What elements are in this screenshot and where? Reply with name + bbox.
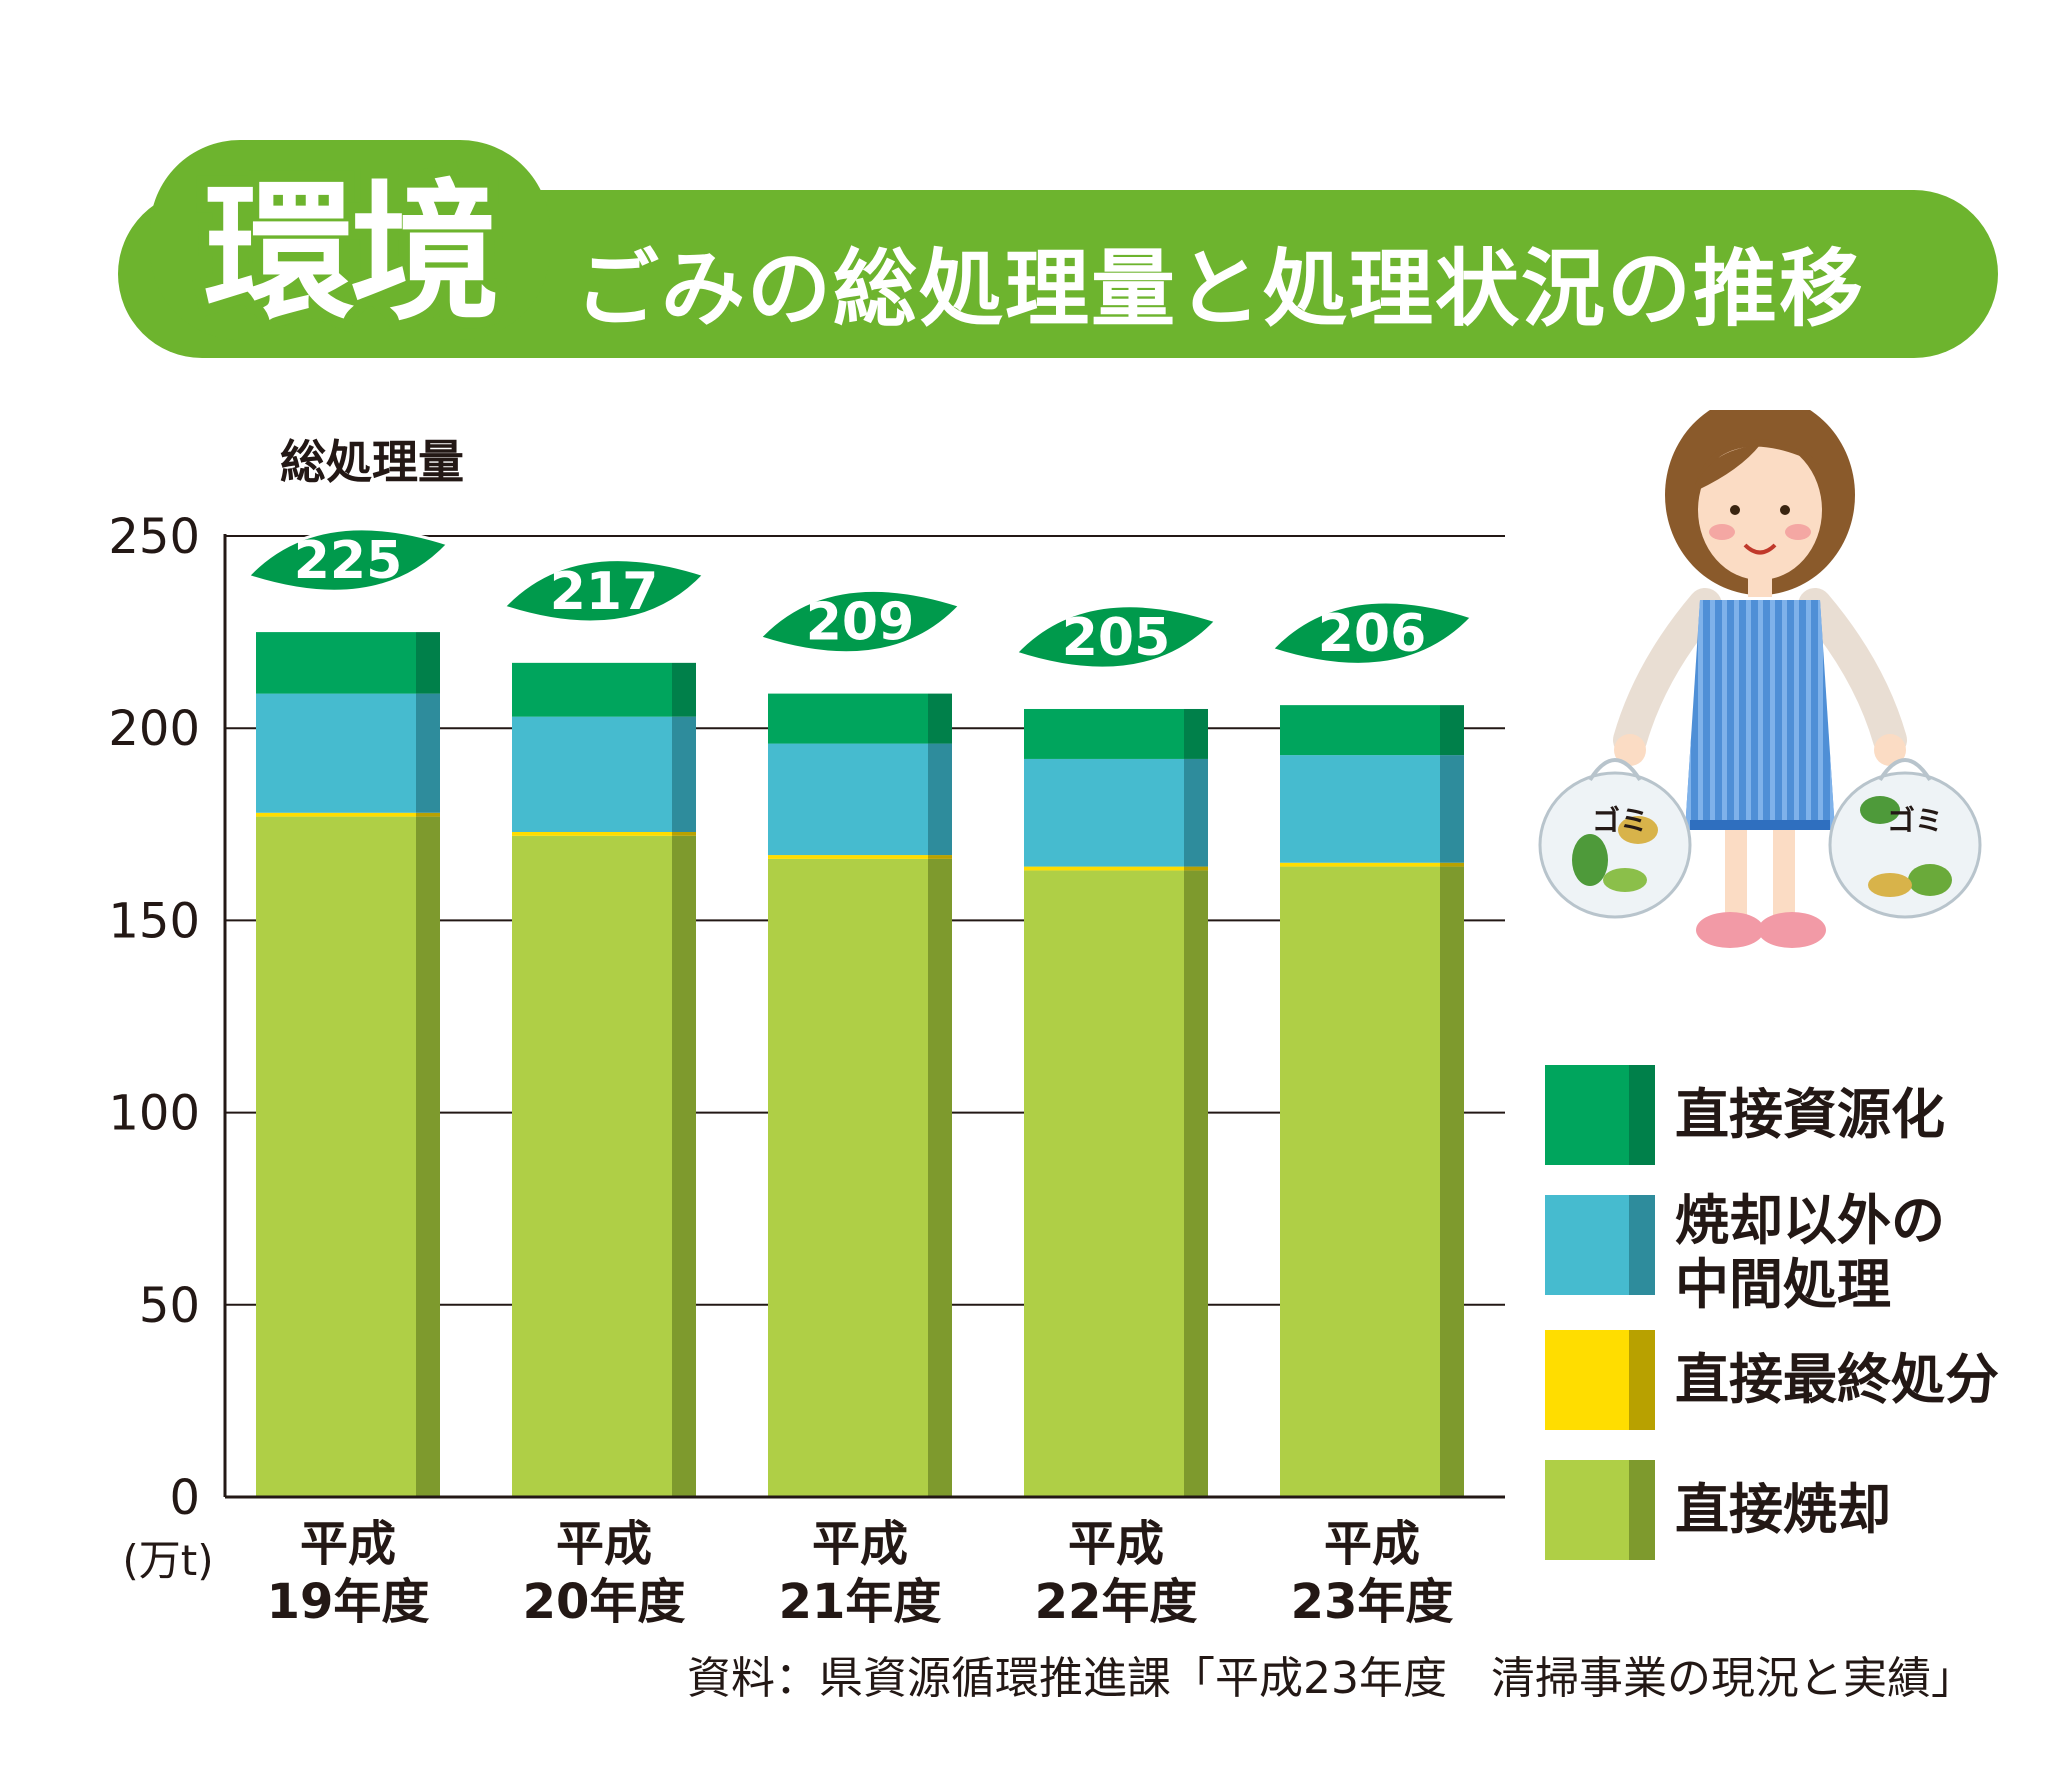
bar-segment — [1024, 870, 1184, 1497]
bar-segment — [512, 662, 672, 717]
x-tick-label: 22年度 — [1035, 1574, 1198, 1630]
y-tick-label: 100 — [108, 1086, 200, 1142]
legend-label: 直接最終処分 — [1675, 1348, 1999, 1411]
y-tick-label: 50 — [139, 1278, 200, 1334]
legend-swatch — [1545, 1330, 1655, 1430]
total-value-label: 217 — [550, 562, 659, 622]
bar-segment-shade — [672, 831, 696, 836]
legend-label: 直接焼却 — [1675, 1478, 1891, 1541]
axes — [223, 534, 1505, 1499]
bar-segment-shade — [416, 812, 440, 817]
x-tick-label: 平成 — [812, 1516, 908, 1572]
bar-segment-shade — [1184, 870, 1208, 1497]
bar-segment — [1024, 708, 1184, 759]
source-note: 資料：県資源循環推進課「平成23年度 清掃事業の現況と実績」 — [687, 1653, 1975, 1704]
legend-label: 直接資源化 — [1675, 1083, 1945, 1146]
y-axis-title: 総処理量 — [280, 435, 464, 489]
y-tick-label: 0 — [169, 1470, 200, 1526]
total-value-label: 205 — [1062, 608, 1171, 668]
bar-segment-shade — [416, 693, 440, 813]
bar-segment — [768, 855, 928, 859]
legend-label: 焼却以外の 中間処理 — [1675, 1189, 1945, 1316]
bar-segment-shade — [1184, 708, 1208, 759]
bar-segment-shade — [672, 716, 696, 832]
x-tick-label: 平成 — [1068, 1516, 1164, 1572]
y-tick-label: 250 — [108, 509, 200, 565]
total-leaf — [245, 527, 451, 593]
total-value-label: 209 — [806, 593, 915, 653]
legend-swatch — [1545, 1195, 1655, 1295]
total-value-label: 206 — [1318, 604, 1427, 664]
bar-segment — [512, 835, 672, 1497]
left-bag-label: ゴミ — [1592, 804, 1648, 837]
bar-segment-shade — [1184, 866, 1208, 871]
total-value-label: 225 — [294, 531, 403, 591]
bar-segment — [1024, 758, 1184, 867]
woman-with-garbage-bags-illustration: ゴミ ゴミ — [1538, 410, 1982, 948]
category-badge: 環境 — [193, 156, 511, 352]
x-tick-label: 平成 — [556, 1516, 652, 1572]
bar-segment — [1024, 866, 1184, 871]
bar-segment-shade — [416, 816, 440, 1497]
badge-background — [150, 140, 550, 340]
bar-segment — [256, 816, 416, 1497]
x-tick-label: 平成 — [1324, 1516, 1420, 1572]
bar-segment-shade — [928, 858, 952, 1497]
y-tick-label: 200 — [108, 701, 200, 757]
bar-segment-shade — [928, 855, 952, 859]
bar-segment — [1280, 862, 1440, 867]
x-tick-label: 平成 — [300, 1516, 396, 1572]
x-tick-label: 23年度 — [1291, 1574, 1454, 1630]
bar-segment — [256, 632, 416, 694]
bar-segment-shade — [416, 632, 440, 694]
legend-swatch — [1545, 1065, 1655, 1165]
bar-segment — [768, 858, 928, 1497]
bar-segment — [1280, 705, 1440, 756]
bar-segment-shade — [928, 693, 952, 744]
right-bag-label: ゴミ — [1887, 804, 1943, 837]
bar-segment — [256, 693, 416, 813]
total-leaf — [1269, 600, 1475, 666]
bar-segment-shade — [1440, 866, 1464, 1497]
bar-segment — [512, 831, 672, 836]
bar-segment-shade — [1440, 862, 1464, 867]
labels: 050100150200250総処理量(万t)225平成19年度217平成20年… — [108, 435, 1475, 1630]
bar-segment — [768, 693, 928, 744]
chart-title: ごみの総処理量と処理状況の推移 — [575, 240, 1866, 338]
bar-segment — [512, 716, 672, 832]
bar-segment-shade — [672, 662, 696, 717]
total-leaf — [757, 588, 963, 655]
bar-segment-shade — [672, 835, 696, 1497]
bar-segment-shade — [1440, 755, 1464, 863]
total-leaf — [501, 558, 707, 624]
total-leaf — [1013, 604, 1219, 670]
bar-segment — [768, 743, 928, 856]
bar-segment — [1280, 866, 1440, 1497]
bar-segment-shade — [928, 743, 952, 856]
y-tick-label: 150 — [108, 893, 200, 949]
x-tick-label: 21年度 — [779, 1574, 942, 1630]
legend-swatch — [1545, 1460, 1655, 1560]
bar-segment — [256, 812, 416, 817]
x-tick-label: 20年度 — [523, 1574, 686, 1630]
bar-segment-shade — [1184, 758, 1208, 867]
bars — [256, 632, 1464, 1497]
unit-label: (万t) — [122, 1536, 213, 1585]
x-tick-label: 19年度 — [267, 1574, 430, 1630]
bar-segment — [1280, 755, 1440, 863]
bar-segment-shade — [1440, 705, 1464, 756]
